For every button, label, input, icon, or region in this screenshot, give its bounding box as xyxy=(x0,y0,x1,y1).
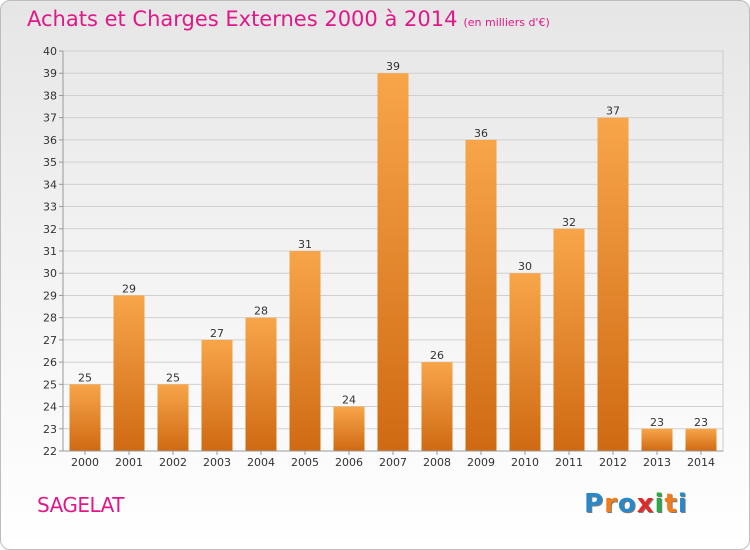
bar xyxy=(685,428,717,451)
proxiti-logo[interactable]: Proxiti xyxy=(584,489,688,519)
x-tick-label: 2007 xyxy=(379,456,407,469)
y-tick-label: 29 xyxy=(43,289,57,302)
y-tick-label: 32 xyxy=(43,223,57,236)
data-label: 31 xyxy=(298,238,312,251)
data-label: 39 xyxy=(386,60,400,73)
x-tick-label: 2009 xyxy=(467,456,495,469)
logo-letter: P xyxy=(584,489,605,519)
y-tick-label: 33 xyxy=(43,201,57,214)
logo-letter: x xyxy=(636,489,655,519)
y-tick-label: 38 xyxy=(43,89,57,102)
y-tick-label: 39 xyxy=(43,67,57,80)
data-label: 28 xyxy=(254,305,268,318)
x-tick-label: 2001 xyxy=(115,456,143,469)
bar xyxy=(597,117,629,452)
bar xyxy=(421,362,453,451)
x-tick-label: 2003 xyxy=(203,456,231,469)
y-tick-label: 24 xyxy=(43,401,57,414)
y-tick-label: 28 xyxy=(43,312,57,325)
data-label: 23 xyxy=(694,416,708,429)
bar xyxy=(69,384,101,451)
x-tick-label: 2004 xyxy=(247,456,275,469)
y-tick-label: 35 xyxy=(43,156,57,169)
data-label: 29 xyxy=(122,282,136,295)
y-tick-label: 27 xyxy=(43,334,57,347)
bar xyxy=(157,384,189,451)
data-label: 30 xyxy=(518,260,532,273)
logo-letter: i xyxy=(677,489,688,519)
y-tick-label: 40 xyxy=(43,45,57,58)
data-label: 25 xyxy=(78,371,92,384)
logo-letter: o xyxy=(617,489,637,519)
y-tick-label: 37 xyxy=(43,112,57,125)
bar xyxy=(465,139,497,451)
bar xyxy=(245,317,277,451)
bar xyxy=(509,273,541,451)
data-label: 36 xyxy=(474,127,488,140)
x-tick-label: 2012 xyxy=(599,456,627,469)
y-tick-label: 36 xyxy=(43,134,57,147)
bar xyxy=(113,295,145,451)
y-tick-label: 25 xyxy=(43,378,57,391)
y-tick-label: 26 xyxy=(43,356,57,369)
y-tick-label: 30 xyxy=(43,267,57,280)
chart-subtitle: (en milliers d'€) xyxy=(463,16,550,29)
data-label: 24 xyxy=(342,394,356,407)
bar xyxy=(377,73,409,451)
y-tick-label: 23 xyxy=(43,423,57,436)
bar xyxy=(553,228,585,451)
x-tick-label: 2000 xyxy=(71,456,99,469)
x-tick-label: 2011 xyxy=(555,456,583,469)
logo-letter: t xyxy=(664,489,678,519)
data-label: 32 xyxy=(562,216,576,229)
bar xyxy=(641,428,673,451)
x-tick-label: 2002 xyxy=(159,456,187,469)
x-tick-label: 2013 xyxy=(643,456,671,469)
data-label: 27 xyxy=(210,327,224,340)
x-tick-label: 2006 xyxy=(335,456,363,469)
bar xyxy=(201,339,233,451)
data-label: 23 xyxy=(650,416,664,429)
x-tick-label: 2014 xyxy=(687,456,715,469)
logo-letter: r xyxy=(604,489,618,519)
y-tick-label: 22 xyxy=(43,445,57,458)
x-tick-label: 2005 xyxy=(291,456,319,469)
bar xyxy=(289,251,321,451)
y-tick-label: 34 xyxy=(43,178,57,191)
x-tick-label: 2010 xyxy=(511,456,539,469)
bar xyxy=(333,406,365,451)
x-tick-label: 2008 xyxy=(423,456,451,469)
y-tick-label: 31 xyxy=(43,245,57,258)
commune-name: SAGELAT xyxy=(37,493,124,517)
data-label: 37 xyxy=(606,105,620,118)
data-label: 26 xyxy=(430,349,444,362)
data-label: 25 xyxy=(166,371,180,384)
chart-title: Achats et Charges Externes 2000 à 2014 (e… xyxy=(27,7,550,31)
logo-letter: i xyxy=(654,489,665,519)
title-text: Achats et Charges Externes 2000 à 2014 xyxy=(27,7,458,31)
